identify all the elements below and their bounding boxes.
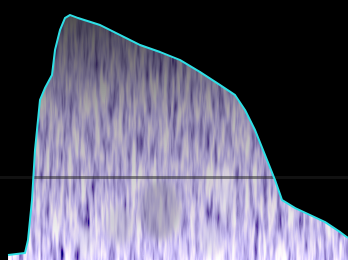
doppler-image <box>0 0 348 260</box>
baseline-band <box>0 176 348 179</box>
page: (() => { const data = JSON.parse(documen… <box>0 0 348 260</box>
